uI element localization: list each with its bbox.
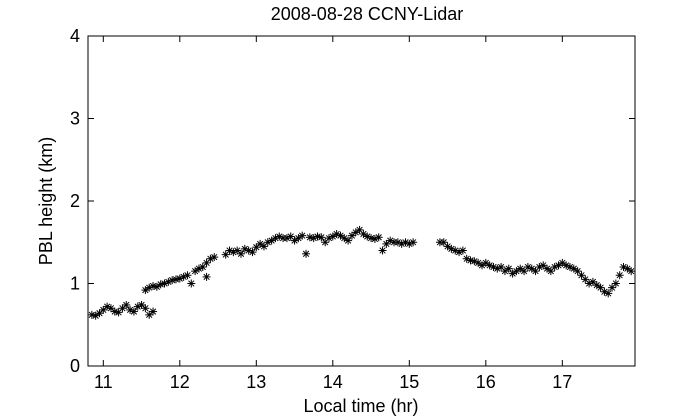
data-point — [145, 310, 154, 319]
data-points — [87, 225, 636, 320]
y-tick-label: 0 — [70, 356, 80, 376]
data-point — [252, 243, 261, 252]
data-point — [374, 233, 383, 242]
x-tick-label: 16 — [476, 372, 496, 392]
data-point — [141, 304, 150, 313]
data-point — [615, 271, 624, 280]
data-point — [458, 246, 467, 255]
y-tick-label: 4 — [70, 26, 80, 46]
data-point — [611, 279, 620, 288]
data-point — [122, 300, 131, 309]
x-tick-label: 13 — [246, 372, 266, 392]
data-point — [152, 282, 161, 291]
data-point — [554, 261, 563, 270]
data-point — [141, 286, 150, 295]
x-tick-label: 11 — [94, 372, 113, 392]
data-point — [409, 238, 418, 247]
data-point — [504, 264, 513, 273]
y-tick-label: 1 — [70, 274, 80, 294]
data-point — [210, 253, 219, 262]
data-point — [110, 307, 119, 316]
data-point — [149, 307, 158, 316]
x-tick-label: 15 — [399, 372, 419, 392]
data-point — [221, 250, 230, 259]
data-point — [344, 236, 353, 245]
data-point — [302, 249, 311, 258]
data-point — [149, 281, 158, 290]
data-point — [91, 311, 100, 320]
data-point — [267, 236, 276, 245]
data-point — [114, 308, 123, 317]
data-point — [531, 267, 540, 276]
x-tick-label: 14 — [323, 372, 343, 392]
data-point — [378, 246, 387, 255]
data-point — [627, 267, 636, 276]
data-point — [298, 231, 307, 240]
y-axis-ticks: 0 1 2 3 4 — [70, 26, 635, 376]
y-axis-label: PBL height (km) — [36, 137, 56, 265]
y-tick-label: 2 — [70, 191, 80, 211]
data-point — [248, 248, 257, 257]
data-point — [129, 307, 138, 316]
data-point — [202, 272, 211, 281]
x-tick-label: 12 — [170, 372, 190, 392]
chart-title: 2008-08-28 CCNY-Lidar — [271, 4, 463, 24]
data-point — [237, 249, 246, 258]
data-point — [596, 283, 605, 292]
data-point — [187, 279, 196, 288]
data-point — [604, 289, 613, 298]
x-axis-ticks: 11 12 13 14 15 16 17 — [94, 36, 572, 392]
y-tick-label: 3 — [70, 109, 80, 129]
data-point — [317, 233, 326, 242]
x-tick-label: 17 — [552, 372, 572, 392]
x-axis-label: Local time (hr) — [303, 396, 418, 416]
data-point — [183, 271, 192, 280]
data-point — [313, 232, 322, 241]
data-point — [168, 276, 177, 285]
data-point — [336, 231, 345, 240]
plot-frame — [87, 35, 636, 367]
